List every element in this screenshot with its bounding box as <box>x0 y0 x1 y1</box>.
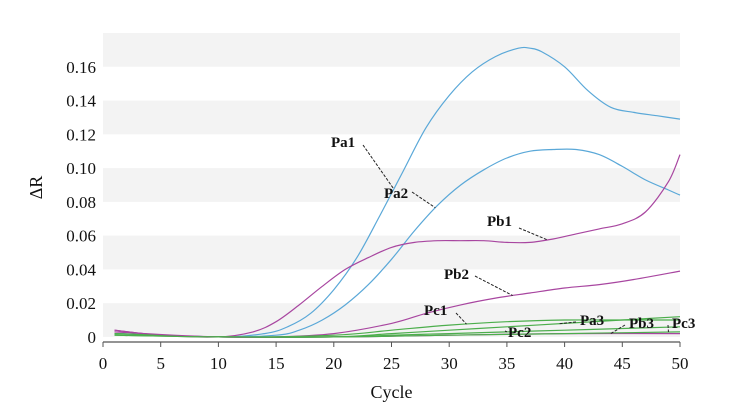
leader-line-pb3 <box>610 324 626 334</box>
series-label-pc2: Pc2 <box>508 325 531 341</box>
leader-line-pa2 <box>411 191 436 209</box>
x-tick-label: 45 <box>614 354 631 373</box>
series-line-pb1 <box>114 154 681 338</box>
series-label-pa3: Pa3 <box>580 313 604 329</box>
grid-band <box>103 33 680 67</box>
leader-line-pc1 <box>455 312 467 325</box>
y-tick-label: 0.04 <box>66 260 96 279</box>
leader-line-pb1 <box>518 227 548 241</box>
series-label-pc1: Pc1 <box>424 303 447 319</box>
y-tick-label: 0.08 <box>66 193 96 212</box>
series-label-pc3: Pc3 <box>672 316 695 332</box>
x-tick-label: 0 <box>99 354 108 373</box>
series-label-pb3: Pb3 <box>629 316 654 332</box>
leader-line-pb2 <box>474 275 513 297</box>
y-tick-label: 0.12 <box>66 125 96 144</box>
x-tick-label: 30 <box>441 354 458 373</box>
y-tick-label: 0.14 <box>66 92 96 111</box>
grid-bands <box>103 33 680 337</box>
y-axis-ticks: 0 0.02 0.04 0.06 0.08 0.10 0.12 0.14 0.16 <box>66 58 96 347</box>
x-tick-label: 20 <box>325 354 342 373</box>
leader-line-pc2 <box>504 330 508 333</box>
y-tick-label: 0.10 <box>66 159 96 178</box>
x-tick-label: 50 <box>672 354 689 373</box>
y-tick-label: 0.06 <box>66 227 96 246</box>
x-axis-ticks: 0 5 10 15 20 25 30 35 40 45 50 <box>99 342 689 373</box>
x-axis-title: Cycle <box>371 382 413 402</box>
x-tick-label: 5 <box>156 354 165 373</box>
grid-band <box>103 168 680 202</box>
grid-band <box>103 100 680 135</box>
x-tick-label: 35 <box>498 354 515 373</box>
series-label-pa2: Pa2 <box>384 186 408 202</box>
x-tick-label: 10 <box>210 354 227 373</box>
series-line-pc3 <box>114 331 681 338</box>
y-tick-label: 0.02 <box>66 294 96 313</box>
label-leader-lines <box>362 144 669 334</box>
series-curves <box>114 46 681 338</box>
x-tick-label: 40 <box>556 354 573 373</box>
series-label-pb1: Pb1 <box>487 214 512 230</box>
x-tick-label: 25 <box>383 354 400 373</box>
y-axis-title: ΔR <box>26 176 46 200</box>
series-line-pa1 <box>114 46 681 338</box>
series-line-pa2 <box>114 148 681 338</box>
series-labels: Pa1 Pa2 Pb1 Pb2 Pc1 Pc2 Pa3 Pb3 Pc3 <box>331 135 695 341</box>
series-label-pb2: Pb2 <box>444 267 469 283</box>
series-label-pa1: Pa1 <box>331 135 355 151</box>
leader-line-pa3 <box>558 321 577 325</box>
y-tick-label: 0 <box>88 328 97 347</box>
y-tick-label: 0.16 <box>66 58 96 77</box>
x-tick-label: 15 <box>268 354 285 373</box>
grid-band <box>103 235 680 270</box>
